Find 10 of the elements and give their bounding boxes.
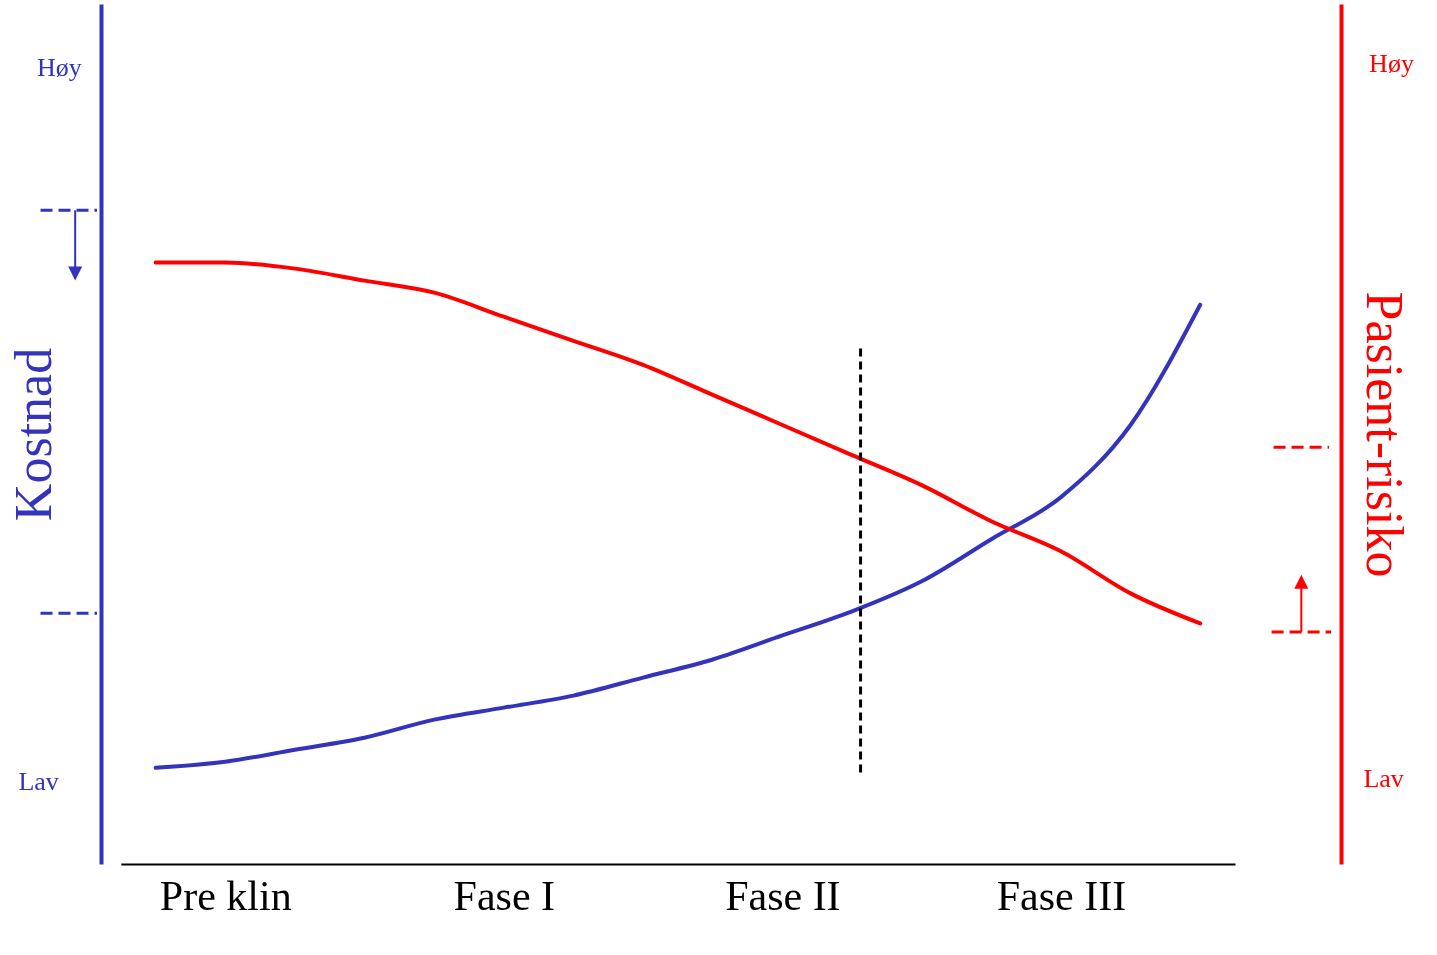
y-axis-title: Kostnad: [4, 347, 62, 522]
x-tick-label: Pre klin: [159, 872, 292, 919]
x-tick-label: Fase III: [996, 872, 1127, 919]
text: Høy: [37, 53, 82, 83]
text: Lav: [1363, 764, 1404, 794]
x-tick-label: Fase II: [725, 872, 841, 919]
x-tick-label: Fase I: [453, 872, 556, 919]
y2-axis-title: Pasient-risiko: [1355, 291, 1413, 578]
text: Lav: [18, 767, 59, 797]
text: Høy: [1369, 49, 1414, 79]
